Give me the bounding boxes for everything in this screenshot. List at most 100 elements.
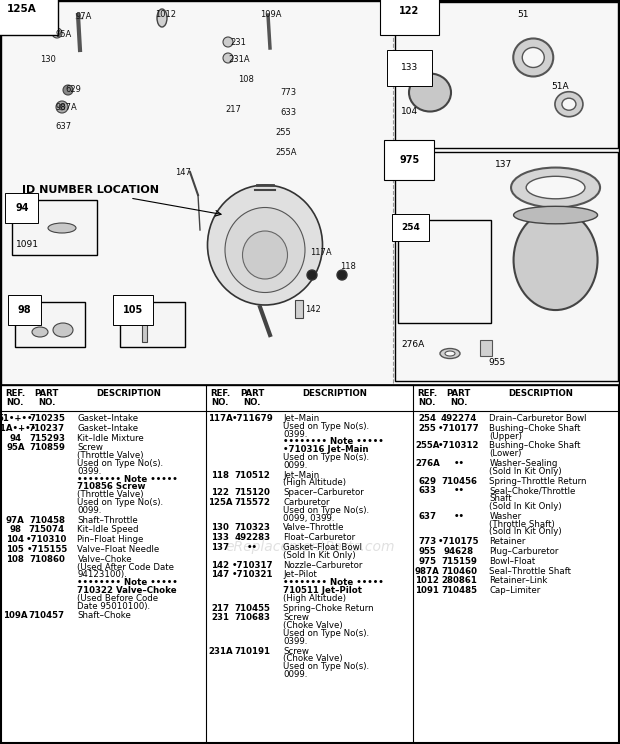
Text: 710237: 710237 <box>29 424 65 433</box>
Text: Shaft–Throttle: Shaft–Throttle <box>78 516 138 525</box>
Text: 109A: 109A <box>260 10 281 19</box>
Text: (Sold In Kit Only): (Sold In Kit Only) <box>489 502 562 511</box>
Text: Used on Type No(s).: Used on Type No(s). <box>283 506 370 515</box>
Text: (Choke Valve): (Choke Valve) <box>283 655 343 664</box>
Text: 710323: 710323 <box>234 523 270 533</box>
Text: 118: 118 <box>340 262 356 271</box>
Text: PART: PART <box>35 389 59 398</box>
Text: 710683: 710683 <box>234 613 270 623</box>
Ellipse shape <box>409 74 451 112</box>
Text: (Throttle Shaft): (Throttle Shaft) <box>489 519 556 528</box>
Text: 104: 104 <box>401 107 418 116</box>
Text: NO.: NO. <box>418 398 436 407</box>
Text: 231: 231 <box>211 613 229 623</box>
Ellipse shape <box>32 327 48 337</box>
Text: 710322 Valve–Choke: 710322 Valve–Choke <box>78 586 177 595</box>
Text: 108: 108 <box>6 555 24 564</box>
Text: 710235: 710235 <box>29 414 65 423</box>
Text: 0099, 0399.: 0099, 0399. <box>283 513 335 522</box>
Text: 710511 Jet–Pilot: 710511 Jet–Pilot <box>283 586 362 595</box>
Text: 710458: 710458 <box>29 516 65 525</box>
Text: Bushing–Choke Shaft: Bushing–Choke Shaft <box>489 424 581 433</box>
Text: 254: 254 <box>401 223 420 232</box>
Text: Retainer: Retainer <box>489 537 526 546</box>
Text: •710316 Jet–Main: •710316 Jet–Main <box>283 445 369 454</box>
Text: 710191: 710191 <box>234 647 270 655</box>
Text: Used on Type No(s).: Used on Type No(s). <box>283 453 370 462</box>
Text: Washer–Sealing: Washer–Sealing <box>489 459 558 468</box>
Text: Bushing–Choke Shaft: Bushing–Choke Shaft <box>489 441 581 450</box>
Text: Screw: Screw <box>283 613 309 623</box>
Text: 97A: 97A <box>6 516 25 525</box>
Ellipse shape <box>440 348 460 359</box>
Ellipse shape <box>513 39 553 77</box>
Bar <box>295 300 303 318</box>
Text: 955: 955 <box>418 547 436 556</box>
Text: •710312: •710312 <box>438 441 480 450</box>
Text: 147: 147 <box>175 168 191 177</box>
Text: •••••••• Note •••••: •••••••• Note ••••• <box>283 578 384 587</box>
Text: 142: 142 <box>211 560 229 570</box>
Text: 492283: 492283 <box>234 533 270 542</box>
Text: 710512: 710512 <box>234 471 270 480</box>
Text: (High Altitude): (High Altitude) <box>283 478 346 487</box>
Text: 710856 Screw: 710856 Screw <box>78 482 146 491</box>
Ellipse shape <box>526 176 585 199</box>
Text: DESCRIPTION: DESCRIPTION <box>96 390 161 399</box>
Text: 217: 217 <box>225 105 241 114</box>
Text: 710457: 710457 <box>29 612 65 620</box>
Text: 492274: 492274 <box>441 414 477 423</box>
Ellipse shape <box>562 98 576 110</box>
Text: 255: 255 <box>275 128 291 137</box>
Circle shape <box>223 53 233 63</box>
Ellipse shape <box>242 231 288 279</box>
Circle shape <box>223 37 233 47</box>
Circle shape <box>56 101 68 113</box>
Text: NO.: NO. <box>6 398 24 407</box>
Text: 975: 975 <box>399 155 419 165</box>
Text: 1091: 1091 <box>16 240 39 249</box>
Text: Jet–Pilot: Jet–Pilot <box>283 571 317 580</box>
Text: 276A: 276A <box>415 459 440 468</box>
Text: 51A: 51A <box>551 83 569 92</box>
Text: 987A: 987A <box>55 103 77 112</box>
Text: (Sold In Kit Only): (Sold In Kit Only) <box>489 527 562 536</box>
Text: Valve–Throttle: Valve–Throttle <box>283 523 345 533</box>
Text: Screw: Screw <box>283 647 309 655</box>
Text: 51•+••: 51•+•• <box>0 414 33 423</box>
Text: Gasket–Intake: Gasket–Intake <box>78 424 139 433</box>
Text: ID NUMBER LOCATION: ID NUMBER LOCATION <box>22 185 159 195</box>
Text: 147: 147 <box>211 571 229 580</box>
Text: 1091: 1091 <box>415 586 439 595</box>
Text: 108: 108 <box>238 75 254 84</box>
Text: Spacer–Carburetor: Spacer–Carburetor <box>283 488 364 497</box>
Text: 231A: 231A <box>228 55 250 64</box>
Text: Seal–Throttle Shaft: Seal–Throttle Shaft <box>489 567 572 576</box>
Text: 125A: 125A <box>7 4 37 14</box>
Text: Cap–Limiter: Cap–Limiter <box>489 586 541 595</box>
Text: 133: 133 <box>211 533 229 542</box>
Text: 629: 629 <box>418 477 436 486</box>
Text: Spring–Throttle Return: Spring–Throttle Return <box>489 477 587 486</box>
Text: 118: 118 <box>211 471 229 480</box>
Text: (High Altitude): (High Altitude) <box>283 594 346 603</box>
Ellipse shape <box>513 210 598 310</box>
Text: 955: 955 <box>489 358 506 367</box>
Text: Washer: Washer <box>489 512 521 521</box>
Text: ••: •• <box>247 543 258 552</box>
Text: Valve–Float Needle: Valve–Float Needle <box>78 545 160 554</box>
Text: PART: PART <box>446 389 471 398</box>
Ellipse shape <box>157 9 167 27</box>
Text: Screw: Screw <box>78 443 104 452</box>
Text: 122: 122 <box>399 6 419 16</box>
Text: 773: 773 <box>280 88 296 97</box>
Text: eReplacementParts.com: eReplacementParts.com <box>225 539 395 554</box>
Text: 95A: 95A <box>55 30 71 39</box>
Text: 97A: 97A <box>75 12 91 21</box>
Bar <box>142 320 147 342</box>
Text: 254: 254 <box>418 414 436 423</box>
Text: PART: PART <box>240 389 265 398</box>
Text: 130: 130 <box>211 523 229 533</box>
Text: (Choke Valve): (Choke Valve) <box>283 621 343 630</box>
Text: (Sold In Kit Only): (Sold In Kit Only) <box>283 551 356 559</box>
